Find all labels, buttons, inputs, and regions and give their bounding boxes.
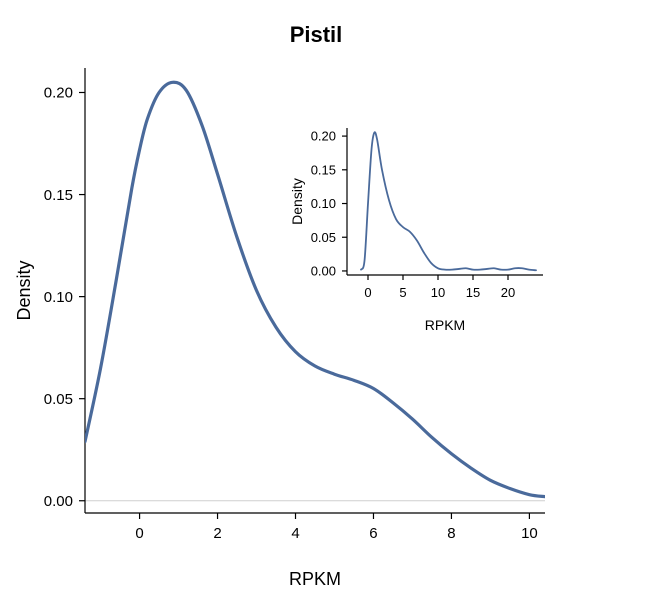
inset-density-line: [360, 131, 537, 272]
main-x-tick-label: 10: [521, 525, 538, 542]
main-y-tick-label: 0.10: [44, 289, 73, 306]
main-x-axis-label: RPKM: [289, 569, 341, 589]
inset-x-axis-label: RPKM: [425, 317, 465, 333]
inset-y-axis-label: Density: [289, 178, 305, 225]
chart-title: Pistil: [290, 22, 343, 47]
main-y-tick-label: 0.05: [44, 391, 73, 408]
inset-x-tick-label: 5: [399, 285, 406, 300]
main-x-tick-label: 6: [369, 525, 377, 542]
main-x-tick-label: 0: [135, 525, 143, 542]
main-x-tick-label: 4: [291, 525, 299, 542]
main-y-tick-label: 0.20: [44, 85, 73, 102]
main-density-line: [85, 80, 545, 499]
inset-x-tick-label: 20: [501, 285, 515, 300]
inset-y-tick-label: 0.20: [311, 129, 336, 144]
main-x-tick-label: 2: [213, 525, 221, 542]
main-plot: 0.00 0.05 0.10 0.15 0.20 0 2 4 6 8 10 RPKM Density: [14, 68, 545, 589]
main-x-tick-label: 8: [447, 525, 455, 542]
inset-x-tick-label: 10: [431, 285, 445, 300]
inset-y-tick-label: 0.10: [311, 196, 336, 211]
inset-x-tick-label: 0: [364, 285, 371, 300]
inset-y-tick-label: 0.05: [311, 230, 336, 245]
main-y-axis-label: Density: [14, 260, 34, 320]
inset-y-tick-label: 0.15: [311, 162, 336, 177]
inset-x-tick-label: 15: [466, 285, 480, 300]
inset-plot: 0.00 0.05 0.10 0.15 0.20 0 5 10 15 20 RPKM Density: [289, 128, 543, 333]
inset-y-tick-label: 0.00: [311, 264, 336, 279]
main-y-tick-label: 0.15: [44, 187, 73, 204]
main-y-tick-label: 0.00: [44, 493, 73, 510]
